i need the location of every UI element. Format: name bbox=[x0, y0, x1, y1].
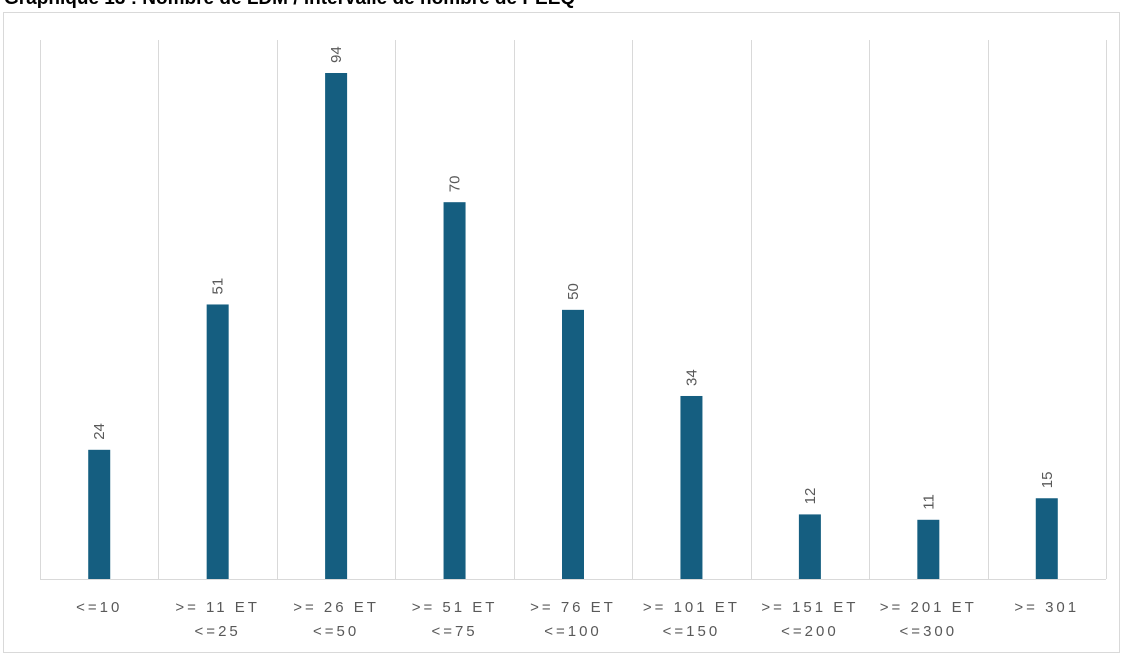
data-labels: 24 51 94 70 50 34 12 11 15 bbox=[91, 46, 1056, 509]
category-label: <=10 bbox=[76, 599, 122, 616]
category-label: >= 301 bbox=[1014, 599, 1079, 616]
category-label: >= 26 ET <=50 bbox=[293, 599, 379, 640]
chart-frame bbox=[3, 12, 1120, 653]
bar bbox=[88, 449, 111, 579]
bar bbox=[798, 514, 821, 579]
data-label: 15 bbox=[1039, 472, 1056, 489]
category-label: >= 51 ET <=75 bbox=[412, 599, 498, 640]
data-label: 12 bbox=[802, 488, 819, 505]
data-label: 51 bbox=[210, 278, 227, 295]
bars bbox=[88, 73, 1058, 580]
bar bbox=[443, 202, 466, 580]
bar bbox=[206, 304, 229, 579]
data-label: 70 bbox=[447, 176, 464, 193]
bar bbox=[680, 395, 703, 579]
category-label: >= 76 ET <=100 bbox=[530, 599, 616, 640]
chart-title: Graphique 13 : Nombre de LDM / intervall… bbox=[4, 0, 575, 10]
gridlines bbox=[40, 40, 1107, 580]
bar bbox=[562, 309, 584, 579]
data-label: 24 bbox=[91, 423, 108, 440]
data-label: 94 bbox=[328, 46, 345, 63]
category-label: >= 151 ET <=200 bbox=[761, 599, 858, 640]
category-label: >= 11 ET <=25 bbox=[175, 599, 260, 640]
bar bbox=[325, 73, 348, 579]
category-labels: <=10 >= 11 ET <=25 >= 26 ET <=50 >= 51 ET <=75… bbox=[76, 599, 1079, 640]
category-label: >= 101 ET <=150 bbox=[643, 599, 740, 640]
data-label: 50 bbox=[565, 283, 582, 300]
bar bbox=[1035, 498, 1058, 579]
category-label: >= 201 ET <=300 bbox=[880, 599, 977, 640]
data-label: 11 bbox=[920, 494, 937, 510]
bar bbox=[917, 519, 940, 579]
data-label: 34 bbox=[683, 369, 700, 386]
